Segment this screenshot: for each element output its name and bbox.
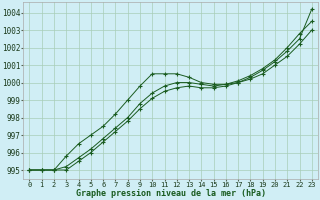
X-axis label: Graphe pression niveau de la mer (hPa): Graphe pression niveau de la mer (hPa) bbox=[76, 189, 266, 198]
